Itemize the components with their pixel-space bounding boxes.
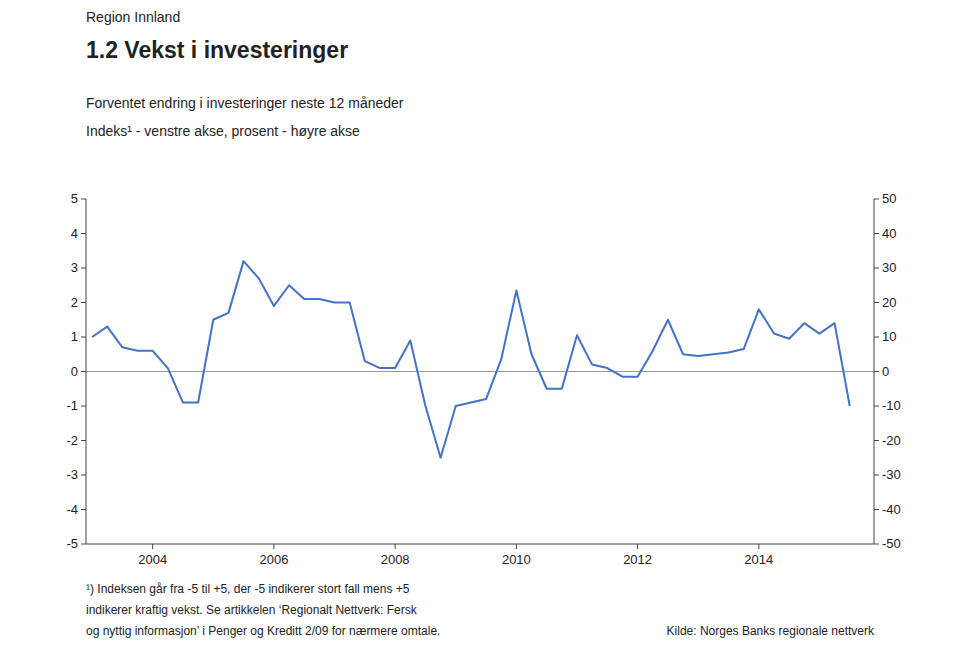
y-tick-label: 2: [71, 295, 78, 310]
y-tick: [81, 268, 86, 269]
x-tick: [273, 544, 274, 549]
y-tick: [81, 440, 86, 441]
y2-tick: [874, 302, 879, 303]
subtitle: Indeks¹ - venstre akse, prosent - høyre …: [86, 123, 360, 139]
y2-tick-label: 20: [882, 295, 896, 310]
footnote: indikerer kraftig vekst. Se artikkelen ‘…: [86, 603, 418, 617]
y2-tick: [874, 440, 879, 441]
subtitle: Forventet endring i investeringer neste …: [86, 95, 404, 111]
y2-tick-label: 50: [882, 191, 896, 206]
region-label: Region Innland: [86, 9, 180, 25]
x-tick: [637, 544, 638, 549]
y2-tick-label: -30: [882, 467, 901, 482]
x-tick-label: 2012: [623, 552, 652, 567]
x-tick: [152, 544, 153, 549]
y2-tick: [874, 233, 879, 234]
y2-tick-label: -10: [882, 398, 901, 413]
source: Kilde: Norges Banks regionale nettverk: [667, 624, 875, 638]
x-tick-label: 2006: [259, 552, 288, 567]
y-tick: [81, 371, 86, 372]
x-tick: [395, 544, 396, 549]
y-tick: [81, 544, 86, 545]
y-tick-label: 3: [71, 260, 78, 275]
y2-tick: [874, 406, 879, 407]
y2-tick: [874, 544, 879, 545]
y-tick: [81, 233, 86, 234]
data-line: [92, 261, 850, 458]
title: 1.2 Vekst i investeringer: [86, 37, 348, 63]
y-tick: [81, 337, 86, 338]
y-tick-label: 5: [71, 191, 78, 206]
x-tick-label: 2004: [138, 552, 167, 567]
y-tick: [81, 475, 86, 476]
y-tick-label: 0: [71, 364, 78, 379]
footnote: og nyttig informasjon’ i Penger og Kredi…: [86, 624, 440, 638]
plot-area: [92, 261, 850, 458]
x-tick-label: 2014: [744, 552, 773, 567]
y-tick: [81, 406, 86, 407]
x-tick-label: 2008: [381, 552, 410, 567]
y-tick-label: -3: [66, 467, 78, 482]
y-tick: [81, 302, 86, 303]
y-tick-label: -1: [66, 398, 78, 413]
x-tick: [758, 544, 759, 549]
y2-tick: [874, 199, 879, 200]
y2-tick-label: 30: [882, 260, 896, 275]
y2-tick-label: 0: [882, 364, 889, 379]
y-tick: [81, 199, 86, 200]
y2-tick: [874, 475, 879, 476]
y2-tick-label: -40: [882, 502, 901, 517]
x-tick: [516, 544, 517, 549]
y2-tick: [874, 268, 879, 269]
y2-tick: [874, 371, 879, 372]
y2-tick-label: -50: [882, 536, 901, 551]
y2-tick: [874, 509, 879, 510]
y-tick-label: -4: [66, 502, 78, 517]
y-tick-label: -2: [66, 433, 78, 448]
y2-tick-label: 40: [882, 226, 896, 241]
footnote: ¹) Indeksen går fra -5 til +5, der -5 in…: [86, 582, 410, 596]
y-tick-label: 1: [71, 329, 78, 344]
x-axis-line: [86, 544, 874, 545]
x-tick-label: 2010: [502, 552, 531, 567]
y-tick-label: 4: [71, 226, 78, 241]
y2-tick-label: 10: [882, 329, 896, 344]
y-tick-label: -5: [66, 536, 78, 551]
y2-tick-label: -20: [882, 433, 901, 448]
chart: Region Innland 1.2 Vekst i investeringer F…: [0, 0, 960, 663]
y-tick: [81, 509, 86, 510]
y2-tick: [874, 337, 879, 338]
